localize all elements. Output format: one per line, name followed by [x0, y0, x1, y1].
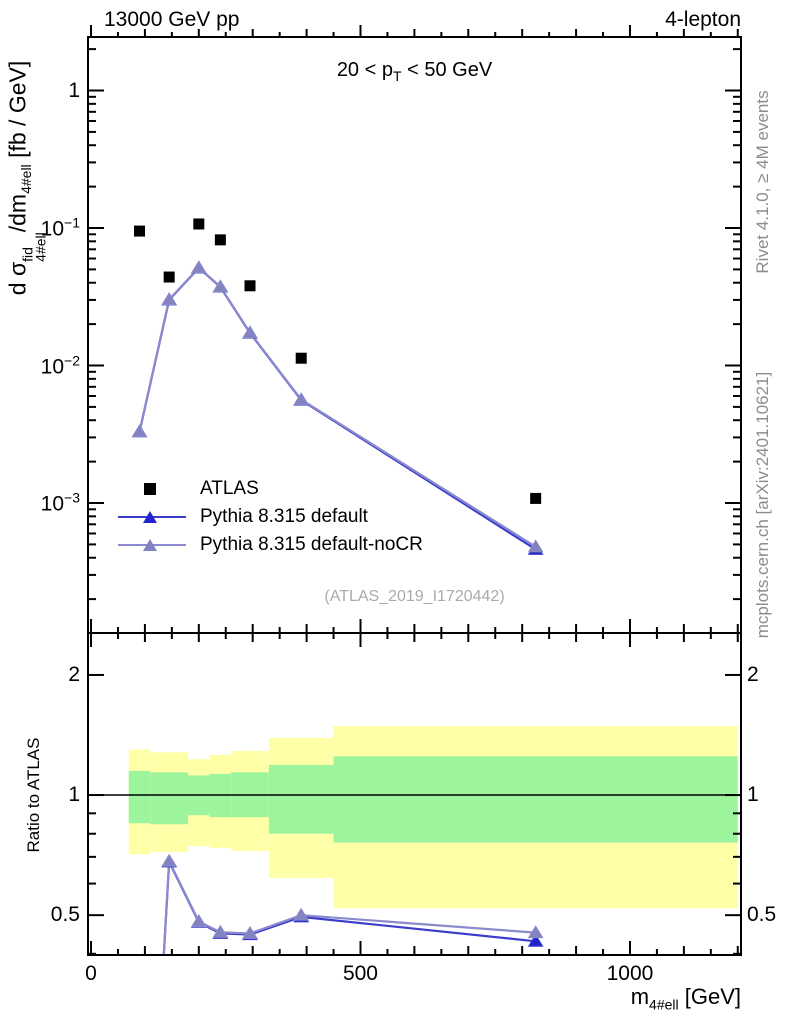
legend-label-atlas: ATLAS	[200, 478, 259, 499]
legend: ATLAS Pythia 8.315 default Pythia 8.315 …	[116, 475, 423, 559]
y-tick-label: 1	[68, 78, 80, 102]
title-prefix: 20 < p	[336, 59, 393, 81]
ylabel-dm-sub: 4#ell	[18, 164, 35, 194]
legend-label-pythia-default: Pythia 8.315 default	[200, 506, 368, 527]
legend-item-pythia-nocr: Pythia 8.315 default-noCR	[116, 531, 423, 559]
prediction-curves	[131, 260, 544, 555]
atlas-square-marker-icon	[116, 481, 188, 497]
mcplots-arxiv-note: mcplots.cern.ch [arXiv:2401.10621]	[753, 371, 772, 639]
y-tick-label: 10−1	[40, 214, 80, 241]
y-tick-label: 10−2	[40, 352, 80, 378]
legend-label-pythia-nocr: Pythia 8.315 default-noCR	[200, 534, 423, 555]
ylabel-units: [fb / GeV]	[4, 60, 31, 165]
pythia-default-line-marker-icon	[116, 509, 188, 525]
ratio-tick-label-left: 0.5	[50, 903, 80, 927]
x-axis-label: m4#ell [GeV]	[631, 984, 741, 1012]
ratio-tick-label-right: 0.5	[747, 903, 777, 927]
legend-item-atlas: ATLAS	[116, 475, 423, 503]
x-tick-label: 0	[85, 962, 97, 985]
x-tick-label: 500	[342, 962, 378, 985]
title-subscript: T	[392, 68, 402, 84]
xlabel-base: m	[630, 984, 650, 1009]
rivet-version-note: Rivet 4.1.0, ≥ 4M events	[753, 90, 772, 274]
ratio-tick-label-left: 1	[68, 783, 80, 807]
pythia-nocr-line-marker-icon	[116, 537, 188, 553]
uncertainty-bands	[128, 725, 738, 909]
ylabel-d: d	[4, 276, 31, 296]
legend-item-pythia-default: Pythia 8.315 default	[116, 503, 423, 531]
xlabel-units: [GeV]	[678, 984, 741, 1009]
analysis-id-watermark: (ATLAS_2019_I1720442)	[324, 588, 505, 605]
axis-ticks	[88, 25, 741, 955]
y-tick-label: 10−3	[40, 489, 80, 516]
header-beam: 13000 GeV pp	[104, 8, 240, 31]
xlabel-sub: 4#ell	[649, 996, 679, 1013]
ratio-tick-label-left: 2	[68, 662, 80, 686]
ratio-tick-label-right: 1	[747, 783, 759, 807]
ratio-tick-label-right: 2	[747, 662, 759, 686]
x-tick-label: 1000	[606, 962, 654, 985]
observable-title: 20 < pT < 50 GeV	[88, 59, 741, 84]
header-analysis-group: 4-lepton	[665, 8, 741, 31]
ratio-curves	[161, 853, 544, 955]
title-suffix: < 50 GeV	[401, 59, 493, 81]
atlas-data-points	[134, 218, 542, 504]
ylabel-sigma: σ	[4, 261, 31, 277]
